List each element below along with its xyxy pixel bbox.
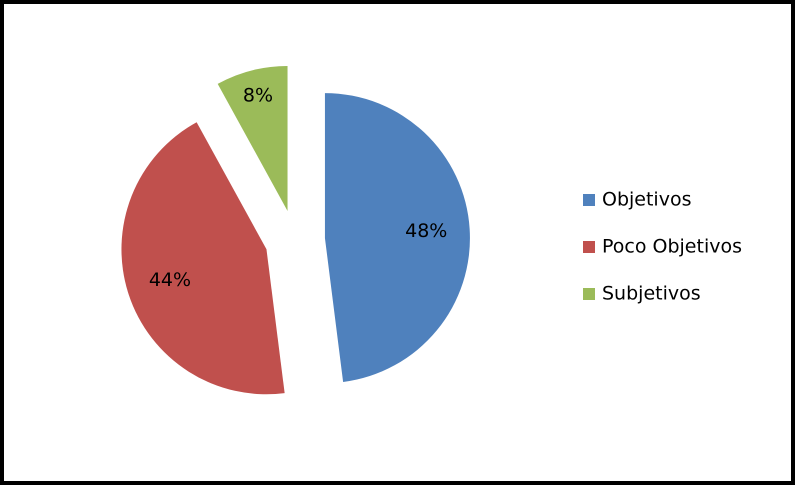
data-label: 44% bbox=[149, 269, 191, 291]
legend-swatch bbox=[583, 241, 595, 253]
legend-label: Poco Objetivos bbox=[602, 236, 742, 258]
legend-swatch bbox=[583, 288, 595, 300]
legend-label: Objetivos bbox=[602, 189, 691, 211]
data-label: 48% bbox=[405, 220, 447, 242]
pie-slice bbox=[324, 93, 470, 382]
data-label: 8% bbox=[243, 84, 273, 106]
pie-slice bbox=[217, 65, 288, 211]
legend-label: Subjetivos bbox=[602, 283, 701, 305]
pie-slice bbox=[121, 122, 285, 395]
legend-swatch bbox=[583, 194, 595, 206]
